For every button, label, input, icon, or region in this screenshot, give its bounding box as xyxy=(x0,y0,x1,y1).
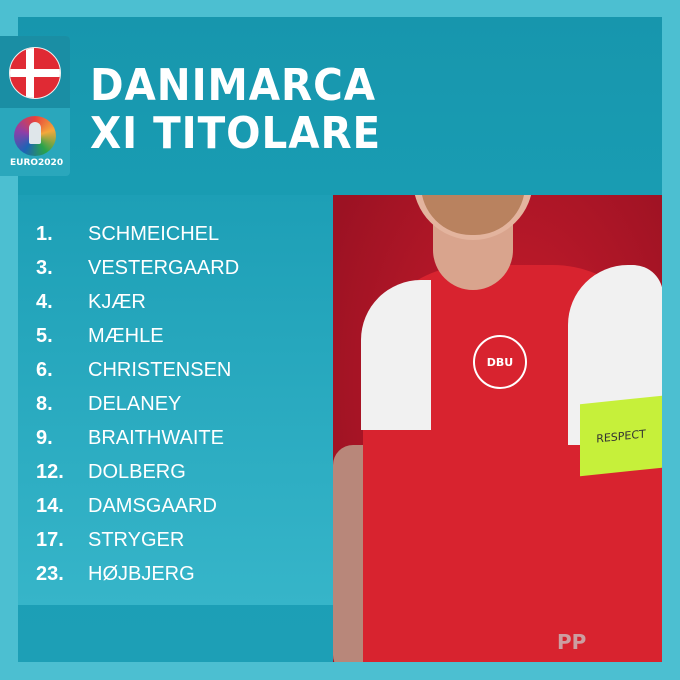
lineup-list: 1. SCHMEICHEL 3. VESTERGAARD 4. KJÆR 5. MÆHL… xyxy=(36,217,239,591)
dbu-crest-icon: DBU xyxy=(473,335,527,389)
player-number: 17. xyxy=(36,528,64,551)
page-title: DANIMARCA XI TITOLARE xyxy=(90,62,381,158)
player-name: MÆHLE xyxy=(88,324,164,347)
player-name: KJÆR xyxy=(88,290,146,313)
player-number: 1. xyxy=(36,222,53,245)
captain-armband: RESPECT xyxy=(580,395,662,477)
player-number: 12. xyxy=(36,460,64,483)
player-name: DELANEY xyxy=(88,392,182,415)
list-item: 8. DELANEY xyxy=(36,387,239,421)
player-number: 8. xyxy=(36,392,53,415)
badge-column: EURO2020 xyxy=(0,36,70,176)
list-item: 12. DOLBERG xyxy=(36,455,239,489)
player-name: DOLBERG xyxy=(88,460,186,483)
player-photo: DBU RESPECT xyxy=(333,195,662,662)
list-item: 1. SCHMEICHEL xyxy=(36,217,239,251)
player-name: SCHMEICHEL xyxy=(88,222,220,245)
watermark: PP xyxy=(557,630,587,654)
list-item: 6. CHRISTENSEN xyxy=(36,353,239,387)
player-number: 3. xyxy=(36,256,53,279)
player-number: 5. xyxy=(36,324,53,347)
player-number: 14. xyxy=(36,494,64,517)
denmark-flag-icon xyxy=(9,47,61,99)
player-number: 9. xyxy=(36,426,53,449)
player-name: DAMSGAARD xyxy=(88,494,217,517)
euro2020-logo-text: EURO2020 xyxy=(10,158,64,168)
list-item: 5. MÆHLE xyxy=(36,319,239,353)
player-name: STRYGER xyxy=(88,528,185,551)
player-name: HØJBJERG xyxy=(88,562,195,585)
shirt-sleeve-left xyxy=(361,280,431,430)
list-item: 23. HØJBJERG xyxy=(36,557,239,591)
player-number: 4. xyxy=(36,290,53,313)
player-number: 6. xyxy=(36,358,53,381)
title-line-1: DANIMARCA xyxy=(90,60,376,111)
player-name: VESTERGAARD xyxy=(88,256,240,279)
list-item: 9. BRAITHWAITE xyxy=(36,421,239,455)
euro2020-logo-icon xyxy=(14,116,56,156)
list-item: 17. STRYGER xyxy=(36,523,239,557)
armband-text: RESPECT xyxy=(596,426,646,446)
title-line-2: XI TITOLARE xyxy=(90,108,382,159)
lineup-background xyxy=(18,195,333,605)
player-name: BRAITHWAITE xyxy=(88,426,224,449)
list-item: 4. KJÆR xyxy=(36,285,239,319)
player-number: 23. xyxy=(36,562,64,585)
player-name: CHRISTENSEN xyxy=(88,358,232,381)
list-item: 3. VESTERGAARD xyxy=(36,251,239,285)
list-item: 14. DAMSGAARD xyxy=(36,489,239,523)
